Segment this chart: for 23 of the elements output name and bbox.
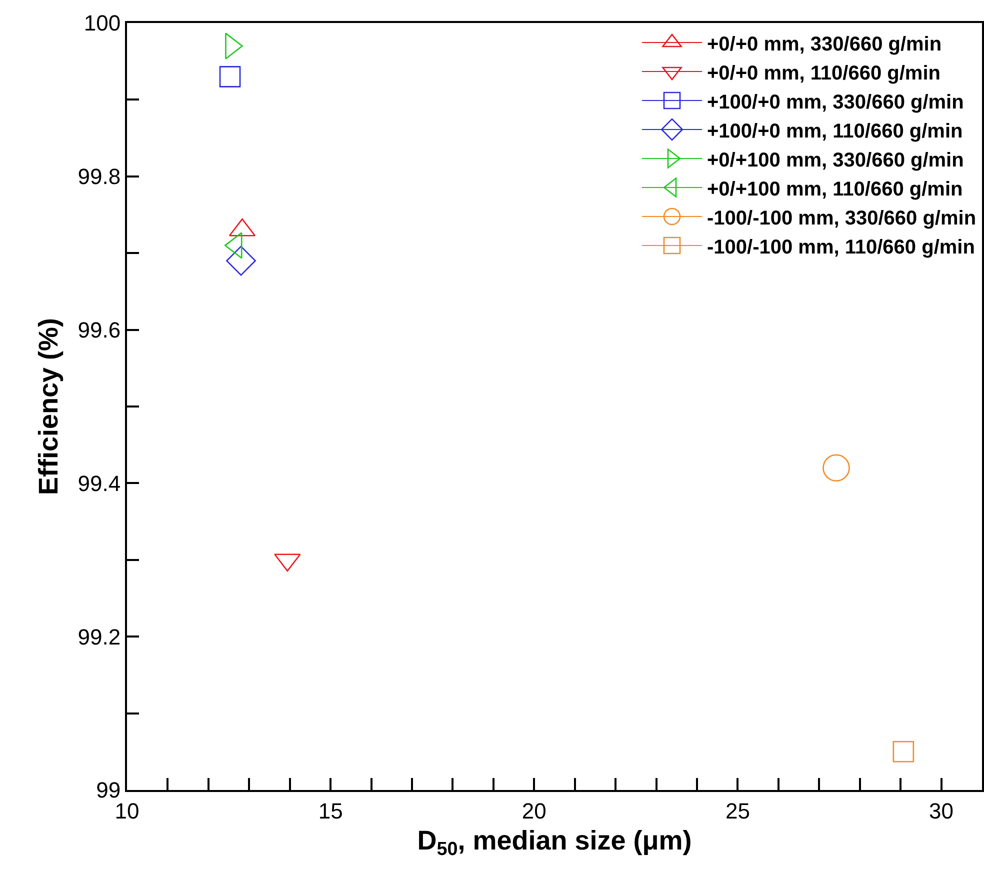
legend-label: +100/+0 mm, 330/660 g/min [707, 91, 964, 114]
x-tick-label: 15 [318, 798, 343, 824]
legend-label: +100/+0 mm, 110/660 g/min [707, 120, 963, 142]
x-tick-label: 20 [522, 798, 546, 824]
point [892, 741, 914, 762]
legend-label: +0/+0 mm, 110/660 g/min [707, 62, 940, 84]
x-tick-label: 30 [929, 798, 954, 824]
legend-label: -100/-100 mm, 110/660 g/min [707, 236, 975, 258]
y-tick-label: 99.4 [78, 470, 121, 496]
legend-label: +0/+0 mm, 330/660 g/min [707, 33, 942, 56]
y-tick-label: 99.8 [78, 164, 121, 190]
point [219, 66, 241, 88]
point [226, 246, 256, 276]
y-axis-title: Efficiency (%) [33, 318, 64, 496]
x-axis-title: D$_{50}$, median size (μm) [417, 825, 692, 860]
legend-label: +0/+100 mm, 330/660 g/min [707, 149, 964, 172]
legend-label: +0/+100 mm, 110/660 g/min [707, 178, 963, 200]
legend-label: -100/-100 mm, 330/660 g/min [707, 207, 976, 230]
point [822, 454, 850, 482]
y-tick-label: 99.6 [78, 318, 121, 342]
y-tick-label: 99.2 [78, 624, 121, 650]
x-tick-label: 25 [725, 798, 750, 824]
y-tick-label: 100 [84, 10, 121, 36]
